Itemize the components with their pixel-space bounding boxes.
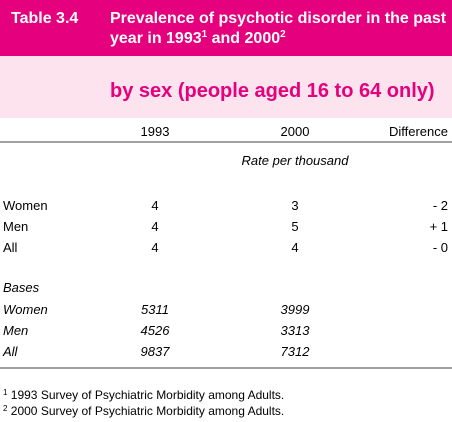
subtitle: by sex (people aged 16 to 64 only): [110, 80, 435, 102]
cell: 7312: [281, 344, 311, 359]
cell: 4: [291, 240, 298, 255]
table: 1993 2000 Difference Rate per thousand Women…: [2, 124, 448, 418]
cell: 5311: [141, 302, 169, 317]
row-label: Men: [3, 323, 28, 338]
title-text: and 2000: [207, 30, 280, 47]
footnote: 2 2000 Survey of Psychiatric Morbidity a…: [3, 404, 284, 418]
row-label: Women: [3, 302, 48, 317]
cell: 3: [291, 198, 298, 213]
title-line: Prevalence of psychotic disorder in the …: [110, 10, 447, 27]
title-line: year in 19931 and 20002: [110, 29, 286, 47]
superscript: 1: [202, 29, 208, 40]
column-header: 1993: [141, 124, 170, 139]
cell: 4526: [141, 323, 171, 338]
row-label: Women: [3, 198, 48, 213]
cell: 3313: [281, 323, 311, 338]
footnote-text: 1993 Survey of Psychiatric Morbidity amo…: [7, 388, 284, 402]
footnote-marker: 2: [3, 404, 8, 413]
row-label: All: [2, 344, 19, 359]
subtitle-band: [0, 56, 452, 118]
header-band: [0, 0, 452, 56]
bases-label: Bases: [3, 280, 40, 295]
column-header: Difference: [389, 124, 448, 139]
column-header: 2000: [281, 124, 310, 139]
cell: 4: [151, 240, 158, 255]
cell: 3999: [281, 302, 310, 317]
cell: 5: [291, 219, 298, 234]
footnote: 1 1993 Survey of Psychiatric Morbidity a…: [3, 388, 284, 402]
footnote-marker: 1: [3, 388, 8, 397]
title-text: year in 1993: [110, 30, 202, 47]
row-label: All: [3, 240, 18, 255]
cell: - 2: [433, 198, 448, 213]
footnote-text: 2000 Survey of Psychiatric Morbidity amo…: [7, 404, 284, 418]
cell: 9837: [141, 344, 171, 359]
table-number: Table 3.4: [11, 10, 78, 27]
cell: - 0: [433, 240, 448, 255]
cell: 4: [151, 219, 158, 234]
unit-label: Rate per thousand: [242, 153, 350, 168]
row-label: Men: [3, 219, 28, 234]
cell: + 1: [430, 219, 448, 234]
cell: 4: [151, 198, 158, 213]
superscript: 2: [280, 29, 286, 40]
